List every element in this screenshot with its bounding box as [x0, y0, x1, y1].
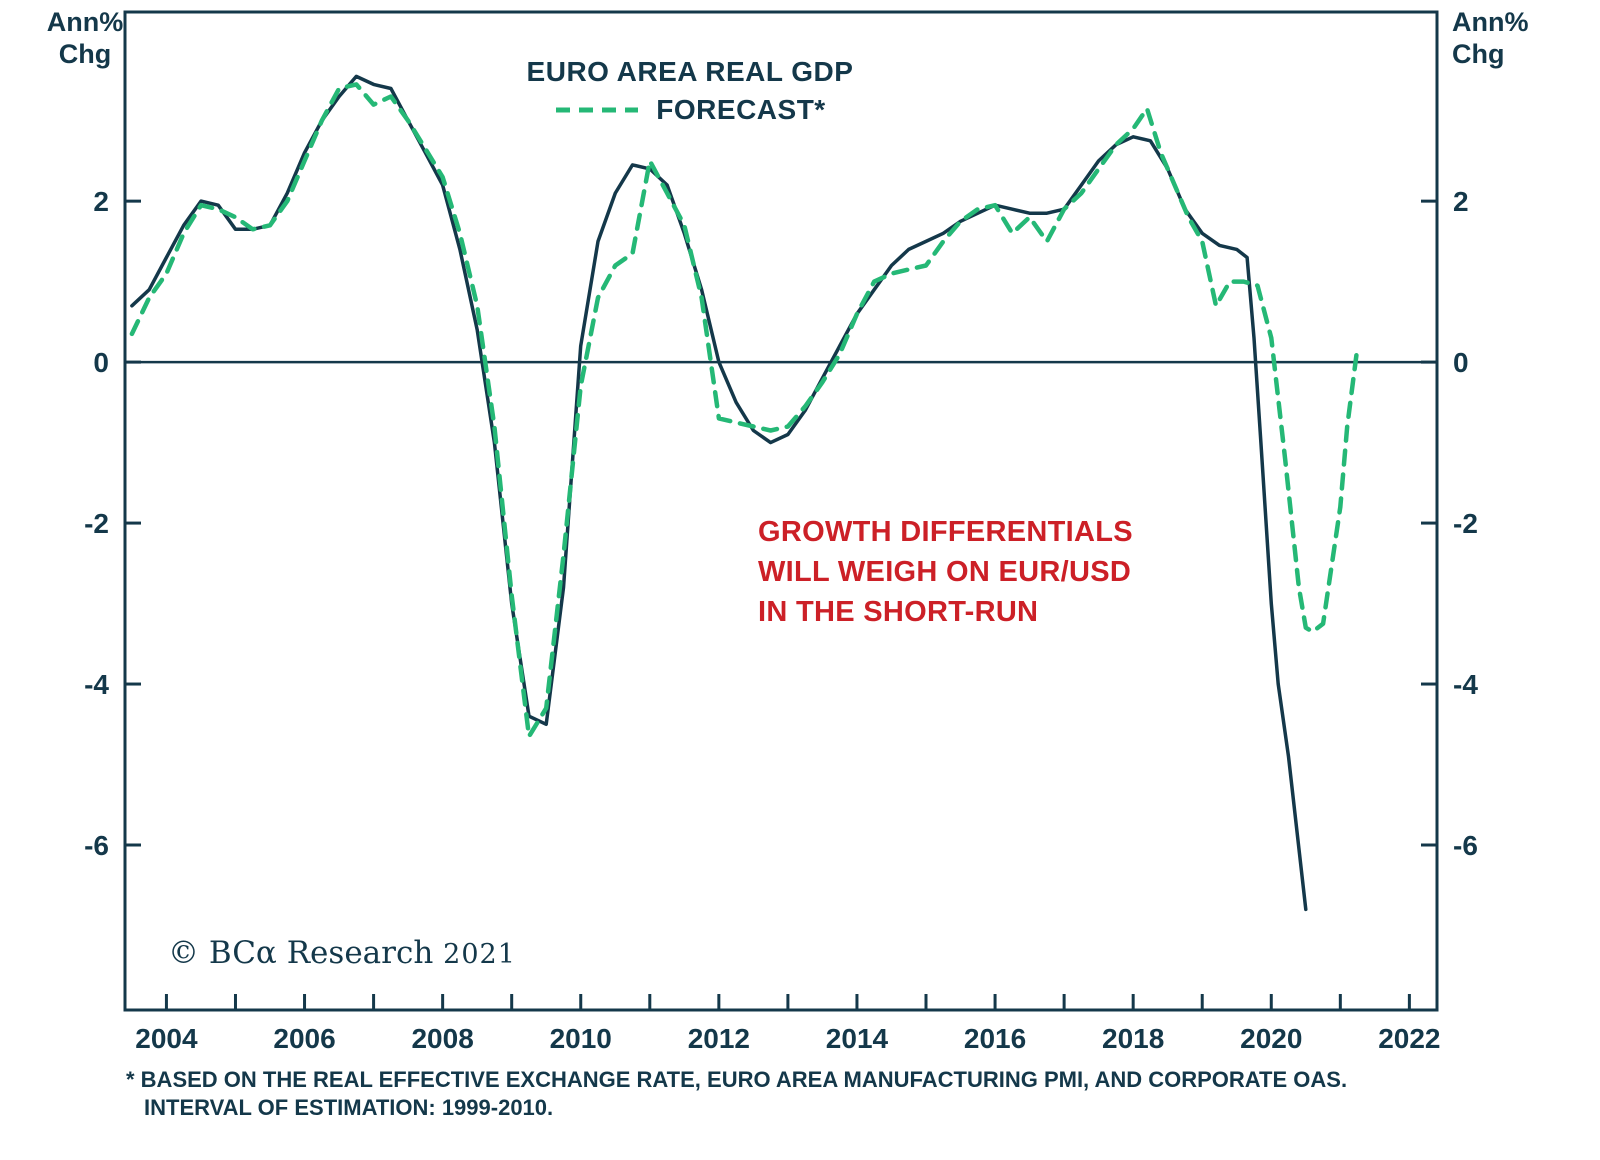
copyright-year: 2021 — [443, 939, 516, 970]
y-axis-unit-label-right: Ann% Chg — [1452, 6, 1542, 70]
y-axis-tick-label-right: 0 — [1453, 347, 1469, 378]
y-axis-unit-line2: Chg — [58, 39, 112, 69]
annotation-line1: GROWTH DIFFERENTIALS — [758, 516, 1133, 548]
y-axis-tick-label-right: -4 — [1453, 669, 1478, 700]
y-axis-tick-label-left: 0 — [93, 347, 109, 378]
copyright-notice: © BCα Research 2021 — [168, 935, 516, 971]
x-axis-tick-label: 2004 — [135, 1023, 198, 1054]
x-axis-tick-label: 2018 — [1102, 1023, 1164, 1054]
x-axis-tick-label: 2016 — [964, 1023, 1026, 1054]
gdp-series-line — [130, 74, 1308, 912]
chart-legend: EURO AREA REAL GDP FORECAST* — [500, 56, 880, 126]
y-axis-tick-label-right: -2 — [1453, 508, 1478, 539]
y-axis-tick-label-right: -6 — [1453, 830, 1478, 861]
annotation-line2: WILL WEIGH ON EUR/USD — [758, 556, 1132, 588]
x-axis-tick-label: 2008 — [411, 1023, 473, 1054]
y-axis-tick-label-left: 2 — [93, 186, 109, 217]
y-axis-tick-label-left: -2 — [84, 508, 109, 539]
y-axis-unit-label-left: Ann% Chg — [40, 6, 130, 70]
annotation-text: GROWTH DIFFERENTIALS WILL WEIGH ON EUR/U… — [758, 512, 1133, 632]
forecast-series-line — [129, 82, 1360, 739]
copyright-brand: © BCα Research — [168, 935, 434, 971]
x-axis-tick-label: 2006 — [273, 1023, 335, 1054]
legend-forecast-row: FORECAST* — [554, 94, 825, 126]
x-axis-tick-label: 2014 — [826, 1023, 889, 1054]
x-axis-tick-label: 2010 — [550, 1023, 612, 1054]
y-axis-unit-line2: Chg — [1452, 39, 1505, 69]
y-axis-unit-line1: Ann% — [1452, 7, 1529, 37]
y-axis-tick-label-left: -4 — [84, 669, 109, 700]
annotation-line3: IN THE SHORT-RUN — [758, 596, 1039, 628]
dashed-line-sample-icon — [556, 107, 639, 113]
chart-footnote: * BASED ON THE REAL EFFECTIVE EXCHANGE R… — [126, 1066, 1347, 1122]
footnote-line2: INTERVAL OF ESTIMATION: 1999-2010. — [144, 1095, 554, 1120]
y-axis-unit-line1: Ann% — [46, 7, 124, 37]
x-axis-tick-label: 2022 — [1378, 1023, 1440, 1054]
x-axis-tick-label: 2012 — [688, 1023, 750, 1054]
plot-frame — [123, 10, 1439, 1012]
footnote-line1: * BASED ON THE REAL EFFECTIVE EXCHANGE R… — [126, 1067, 1348, 1092]
x-axis-tick-label: 2020 — [1240, 1023, 1302, 1054]
chart-title: EURO AREA REAL GDP — [526, 56, 854, 87]
y-axis-tick-label-left: -6 — [84, 830, 109, 861]
y-axis-tick-label-right: 2 — [1453, 186, 1469, 217]
legend-forecast-label: FORECAST* — [656, 94, 826, 125]
